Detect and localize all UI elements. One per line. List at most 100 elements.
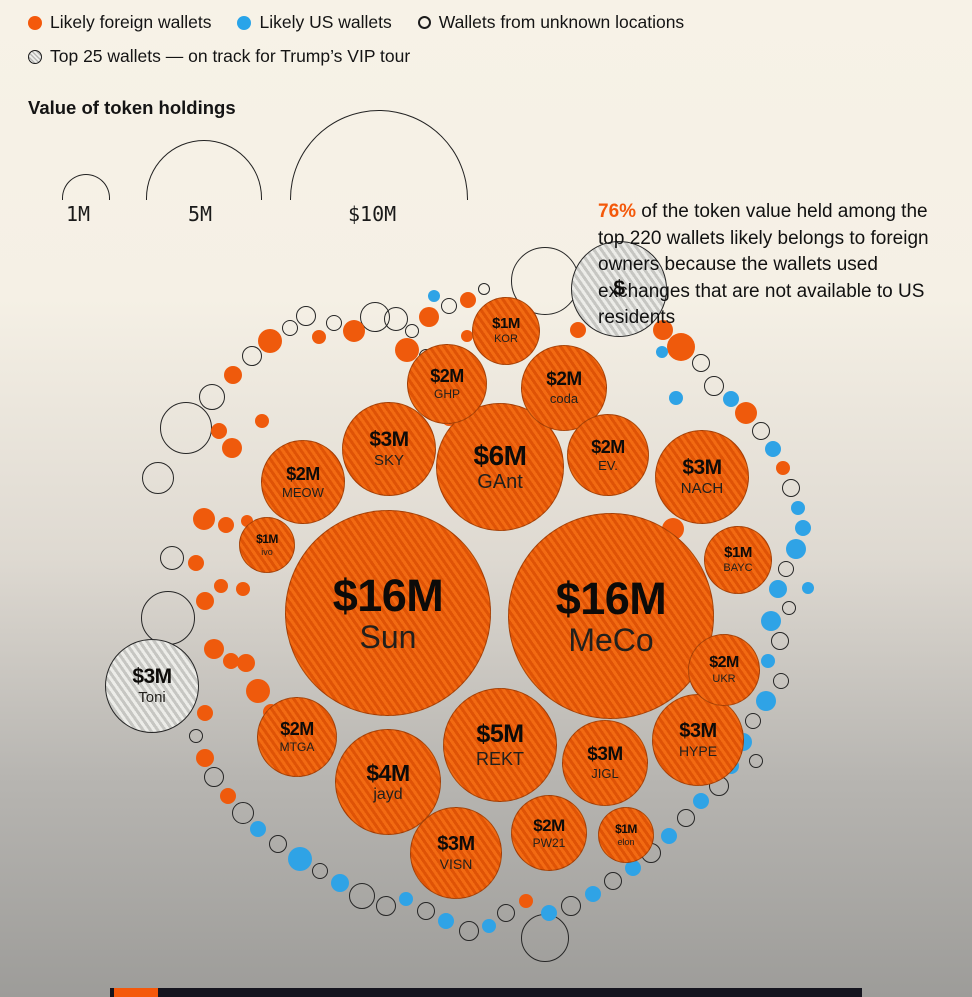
bubble-name: ivo [261, 546, 273, 557]
footer-accent-segment [114, 988, 158, 997]
footer-strip [110, 988, 862, 997]
bubble-small-unknown [360, 302, 390, 332]
bubble-name: GHP [433, 387, 460, 402]
bubble-small-blue [541, 905, 557, 921]
bubble-value: $3M [369, 428, 409, 452]
bubble-small-unknown [561, 896, 581, 916]
bubble-small-orange [460, 292, 476, 308]
bubble-small-blue [756, 691, 776, 711]
bubble-value: $2M [533, 815, 565, 835]
bubble-small-unknown [497, 904, 515, 922]
bubble-small-orange [218, 517, 234, 533]
bubble-small-orange [222, 438, 242, 458]
bubble-small-orange [570, 322, 586, 338]
bubble-ghp: $2M GHP [407, 344, 487, 424]
bubble-value: $2M [546, 369, 582, 391]
bubble-small-unknown [417, 902, 435, 920]
bubble-small-unknown [141, 591, 195, 645]
bubble-value: $1M [256, 531, 278, 546]
bubble-value: $3M [132, 665, 172, 689]
bubble-small-blue [625, 860, 641, 876]
bubble-value: $3M [679, 720, 717, 743]
bubble-small-blue [656, 346, 668, 358]
bubble-value: $16M [332, 569, 444, 621]
bubble-small-unknown [199, 384, 225, 410]
bubble-value: $2M [709, 653, 739, 671]
bubble-small-orange [653, 320, 673, 340]
bubble-small-blue [761, 654, 775, 668]
bubble-small-blue [428, 290, 440, 302]
bubble-value: $1M [492, 315, 520, 333]
bubble-value: $1M [724, 544, 752, 562]
bubble-value: $6M [473, 439, 527, 471]
legend-item-foreign: Likely foreign wallets [28, 12, 211, 33]
bubble-small-orange [223, 653, 239, 669]
bubble-name: Sun [359, 618, 417, 655]
bubble-value: $2M [286, 463, 320, 484]
bubble-meco: $16M MeCo [508, 513, 714, 719]
bubble-sky: $3M SKY [342, 402, 436, 496]
bubble-small-blue [693, 793, 709, 809]
bubble-small-orange [193, 508, 215, 530]
bubble-pw21: $2M PW21 [511, 795, 587, 871]
bubble-small-unknown [704, 376, 724, 396]
bubble-small-unknown [204, 767, 224, 787]
bubble-name: coda [549, 391, 579, 407]
bubble-small-orange [246, 679, 270, 703]
bubble-unnamed: $ [571, 241, 667, 337]
bubble-small-blue [482, 919, 496, 933]
bubble-sun: $16M Sun [285, 510, 491, 716]
bubble-small-unknown [745, 713, 761, 729]
bubble-small-unknown [604, 872, 622, 890]
bubble-value: $16M [555, 572, 667, 624]
bubble-small-blue [661, 828, 677, 844]
bubble-small-unknown [189, 729, 203, 743]
bubble-small-blue [669, 391, 683, 405]
bubble-small-orange [667, 333, 695, 361]
bubble-small-unknown [677, 809, 695, 827]
bubble-small-unknown [773, 673, 789, 689]
bubble-jayd: $4M jayd [335, 729, 441, 835]
bubble-value: $3M [682, 456, 722, 480]
bubble-hype: $3M HYPE [652, 694, 744, 786]
bubble-small-orange [196, 749, 214, 767]
bubble-small-blue [438, 913, 454, 929]
bubble-small-orange [236, 582, 250, 596]
bubble-jigl: $3M JIGL [562, 720, 648, 806]
bubble-elon: $1M elon [598, 807, 654, 863]
bubble-small-orange [204, 639, 224, 659]
bubble-small-orange [343, 320, 365, 342]
bubble-small-unknown [142, 462, 174, 494]
bubble-small-unknown [459, 921, 479, 941]
bubble-small-orange [220, 788, 236, 804]
bubble-small-unknown [160, 546, 184, 570]
bubble-small-blue [769, 580, 787, 598]
bubble-name: jayd [373, 785, 403, 803]
legend-label-top25: Top 25 wallets — on track for Trump’s VI… [50, 46, 411, 66]
bubble-ivo: $1M ivo [239, 517, 295, 573]
bubble-name: REKT [475, 748, 524, 769]
bubble-small-blue [585, 886, 601, 902]
bubble-small-blue [786, 539, 806, 559]
legend-row-2: Top 25 wallets — on track for Trump’s VI… [28, 46, 410, 67]
legend-item-unknown: Wallets from unknown locations [417, 12, 684, 33]
bubble-bayc: $1M BAYC [704, 526, 772, 594]
bubble-small-unknown [296, 306, 316, 326]
bubble-small-blue [802, 582, 814, 594]
bubble-small-blue [399, 892, 413, 906]
bubble-small-unknown [782, 479, 800, 497]
bubble-small-orange [196, 592, 214, 610]
bubble-name: PW21 [532, 835, 566, 850]
bubble-name: SKY [373, 452, 404, 470]
annotation-body: of the token value held among the top 22… [598, 201, 929, 329]
legend-item-us: Likely US wallets [237, 12, 392, 33]
top25-hatched-circle-icon [28, 49, 42, 64]
bubble-small-orange [461, 330, 473, 342]
bubble-small-orange [188, 555, 204, 571]
bubble-small-unknown [405, 324, 419, 338]
bubble-small-orange [776, 461, 790, 475]
bubble-mtga: $2M MTGA [257, 697, 337, 777]
bubble-name: UKR [712, 672, 736, 685]
legend-label-foreign: Likely foreign wallets [50, 12, 212, 32]
